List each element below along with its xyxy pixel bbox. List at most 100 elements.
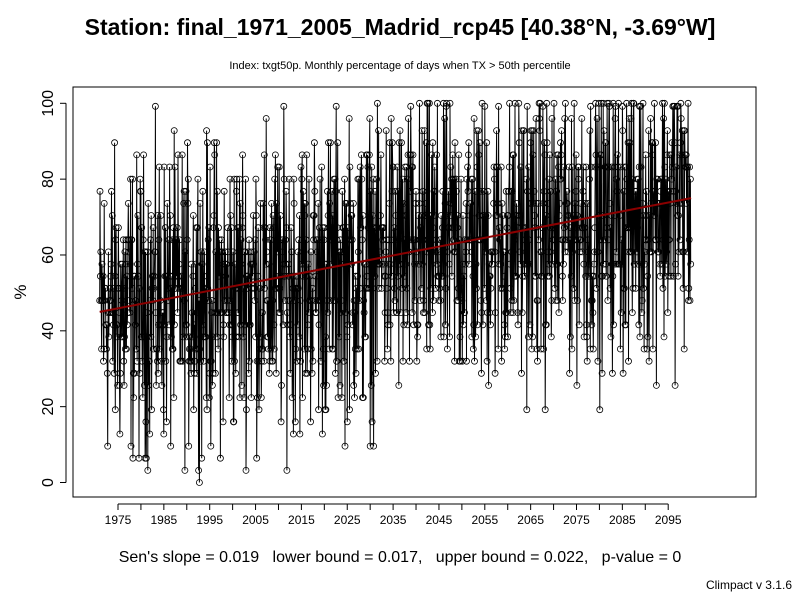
data-point <box>194 345 202 353</box>
data-point <box>296 297 304 304</box>
data-point <box>381 309 389 317</box>
data-point <box>131 272 139 280</box>
data-point <box>639 99 647 107</box>
data-point <box>184 139 191 147</box>
data-point <box>114 381 121 389</box>
data-point <box>160 163 168 171</box>
data-point <box>252 175 260 183</box>
data-point <box>620 187 628 195</box>
data-point <box>98 260 106 268</box>
data-point <box>301 212 309 219</box>
data-point <box>314 199 322 207</box>
data-point <box>112 224 120 232</box>
data-point <box>142 418 150 426</box>
data-point <box>339 224 347 232</box>
data-point <box>667 272 675 280</box>
data-point <box>500 248 507 256</box>
data-point <box>244 284 251 292</box>
data-point <box>336 381 344 389</box>
data-point <box>581 224 589 232</box>
data-point <box>198 260 206 268</box>
data-point <box>545 175 553 183</box>
data-point <box>632 284 640 292</box>
data-point <box>477 369 485 377</box>
data-point <box>660 333 668 341</box>
data-point <box>613 248 620 256</box>
data-point <box>535 236 543 244</box>
data-point <box>170 394 178 402</box>
data-point <box>668 175 675 183</box>
data-point <box>340 357 348 365</box>
data-point <box>440 248 448 256</box>
data-point <box>388 272 396 280</box>
data-point <box>237 236 245 244</box>
data-point <box>397 309 405 317</box>
data-point <box>255 357 263 365</box>
data-point <box>678 151 686 159</box>
data-point <box>204 236 212 244</box>
data-point <box>283 309 291 317</box>
data-point <box>490 163 498 171</box>
data-point <box>157 212 165 219</box>
data-point <box>521 236 529 244</box>
data-point <box>562 99 569 107</box>
data-point <box>223 297 231 304</box>
data-point <box>348 236 356 244</box>
data-point <box>144 199 152 207</box>
data-point <box>380 260 388 268</box>
data-point <box>461 309 468 317</box>
data-point <box>529 151 537 159</box>
data-point <box>471 357 478 365</box>
data-point <box>572 151 580 159</box>
data-point <box>587 163 595 171</box>
data-point <box>232 187 240 195</box>
data-point <box>341 175 349 183</box>
data-point <box>298 151 306 159</box>
data-point <box>385 199 393 207</box>
data-point <box>145 381 153 389</box>
data-point <box>320 236 328 244</box>
data-point <box>394 236 402 244</box>
data-point <box>579 187 587 195</box>
data-point <box>644 272 651 280</box>
data-point <box>560 224 568 232</box>
data-point <box>654 175 661 183</box>
data-point <box>377 151 385 159</box>
data-point <box>153 345 161 353</box>
data-point <box>559 236 567 244</box>
data-point <box>565 212 573 219</box>
data-point <box>355 175 363 183</box>
data-point <box>247 248 255 256</box>
data-point <box>178 151 186 159</box>
data-point <box>416 297 424 304</box>
data-point <box>286 333 294 341</box>
data-point <box>554 297 562 304</box>
data-point <box>508 187 516 195</box>
data-point <box>687 260 695 268</box>
data-point <box>482 212 490 219</box>
data-point <box>289 430 297 438</box>
data-point <box>614 163 622 171</box>
data-point <box>385 260 392 268</box>
data-point <box>138 357 146 365</box>
data-point <box>313 236 321 244</box>
data-point <box>250 248 258 256</box>
data-point <box>123 345 130 353</box>
data-point <box>663 151 671 159</box>
data-point <box>410 321 418 329</box>
data-point <box>346 199 354 207</box>
data-point <box>402 260 410 268</box>
data-point <box>485 260 493 268</box>
data-point <box>429 224 437 232</box>
data-point <box>343 418 351 426</box>
data-point <box>453 187 460 195</box>
data-point <box>408 309 416 317</box>
data-point <box>407 151 415 159</box>
data-point <box>411 236 419 244</box>
data-point <box>299 394 306 402</box>
data-point <box>239 151 247 159</box>
data-point <box>185 442 193 450</box>
data-point <box>609 272 617 280</box>
data-point <box>342 248 350 256</box>
data-point <box>166 212 174 219</box>
